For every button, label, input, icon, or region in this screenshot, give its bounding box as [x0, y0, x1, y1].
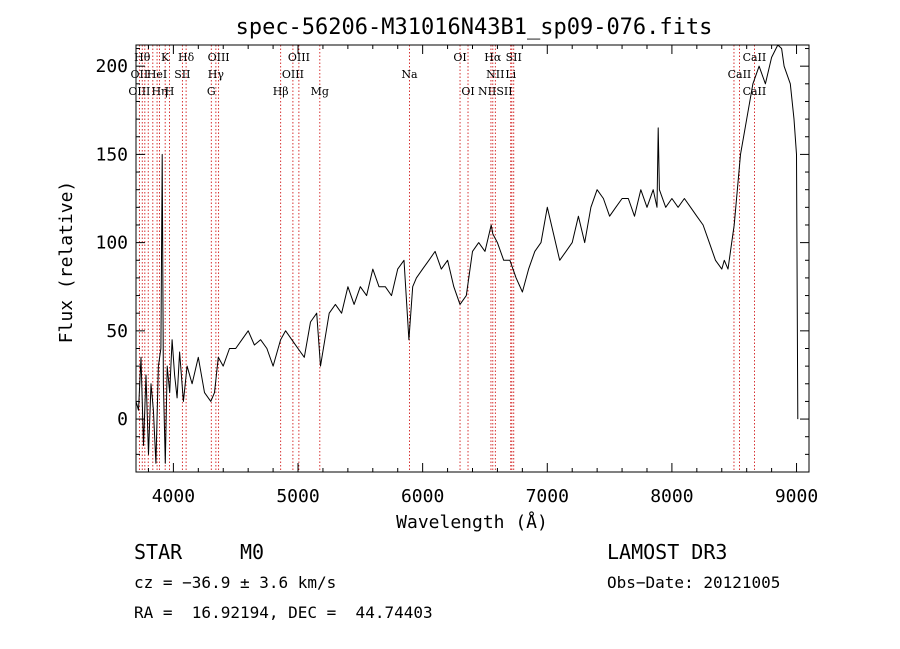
- x-tick-label: 4000: [152, 486, 195, 507]
- redshift-value: cz = −36.9 ± 3.6 km/s: [134, 573, 337, 592]
- marker-label: OIII: [288, 51, 310, 64]
- marker-label: Mg: [311, 85, 329, 98]
- x-tick-label: 9000: [775, 486, 818, 507]
- marker-label: H: [165, 85, 175, 98]
- marker-label: Hθ: [134, 51, 151, 64]
- marker-label: CaII: [728, 68, 752, 81]
- marker-label: NIISII: [478, 85, 513, 98]
- y-axis-label: Flux (relative): [56, 181, 77, 344]
- chart-title: spec-56206-M31016N43B1_sp09-076.fits: [236, 15, 713, 40]
- y-axis: 0 50 100 150 200: [95, 48, 809, 455]
- marker-label: Hδ: [178, 51, 195, 64]
- marker-label: Hα: [484, 51, 502, 64]
- observation-date: Obs−Date: 20121005: [607, 573, 781, 592]
- marker-label: SII: [506, 51, 522, 64]
- marker-label: Hβ: [273, 85, 289, 98]
- survey-name: LAMOST DR3: [607, 540, 728, 564]
- object-subclass: M0: [240, 540, 265, 564]
- marker-label: OIII: [282, 68, 304, 81]
- y-tick-label: 150: [95, 144, 128, 165]
- object-class: STAR: [134, 540, 183, 564]
- marker-label: Na: [401, 68, 418, 81]
- marker-label: OI: [461, 85, 474, 98]
- x-tick-label: 6000: [401, 486, 444, 507]
- line-markers: [138, 45, 755, 472]
- marker-label: K: [161, 51, 170, 64]
- x-axis: 4000 5000 6000 7000 8000 9000: [147, 45, 818, 507]
- marker-label: CaII: [743, 85, 767, 98]
- x-tick-label: 8000: [650, 486, 693, 507]
- y-tick-label: 100: [95, 233, 128, 254]
- y-tick-label: 0: [117, 409, 128, 430]
- x-tick-label: 5000: [276, 486, 319, 507]
- spectrum-line: [135, 44, 799, 464]
- marker-label: CaII: [743, 51, 767, 64]
- y-tick-label: 50: [106, 321, 128, 342]
- marker-label: OII: [131, 68, 149, 81]
- marker-label: OIII: [208, 51, 230, 64]
- marker-label: Li: [505, 68, 516, 81]
- marker-label: Hη: [151, 85, 167, 98]
- coordinates: RA = 16.92194, DEC = 44.74403: [134, 603, 433, 622]
- x-tick-label: 7000: [526, 486, 569, 507]
- marker-label: OI: [453, 51, 466, 64]
- plot-frame: [135, 44, 810, 473]
- marker-label: HeI: [147, 68, 167, 81]
- marker-label: G: [207, 85, 216, 98]
- marker-label: Hγ: [208, 68, 225, 81]
- marker-label: NII: [486, 68, 504, 81]
- marker-label: SII: [174, 68, 190, 81]
- y-tick-label: 200: [95, 56, 128, 77]
- marker-label: OIII: [128, 85, 150, 98]
- x-axis-label: Wavelength (Å): [396, 511, 548, 533]
- spectrum-series: [135, 44, 799, 464]
